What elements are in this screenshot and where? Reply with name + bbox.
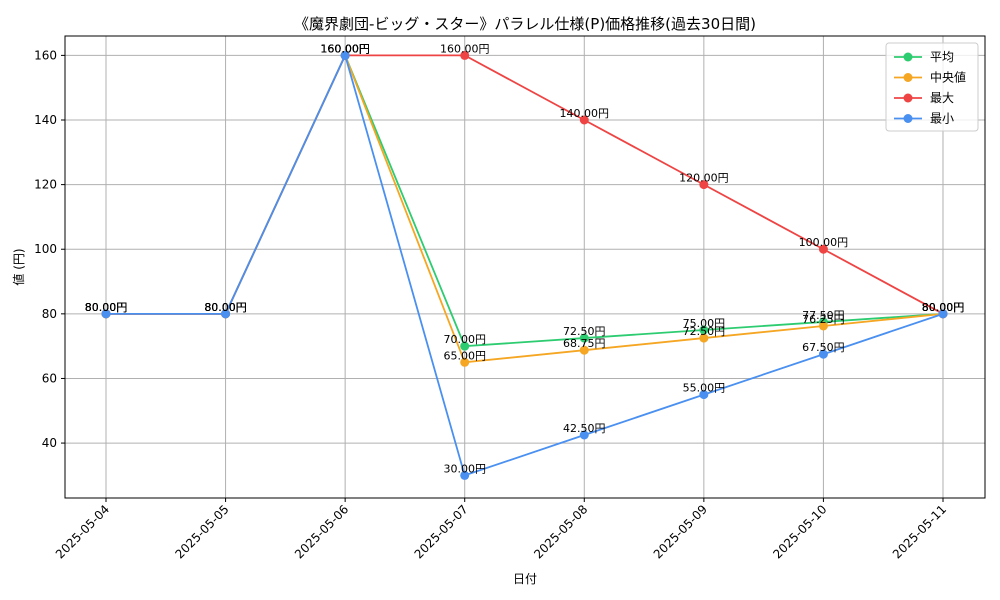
- data-label: 68.75円: [563, 337, 606, 350]
- x-tick-label: 2025-05-08: [531, 502, 590, 561]
- y-axis: 40 60 80 100 120 140 160: [34, 48, 65, 450]
- data-point: [101, 309, 111, 319]
- data-label: 160.00円: [320, 42, 370, 55]
- data-labels: 80.00円 80.00円160.00円70.00円72.50円75.00円77.…: [85, 42, 964, 475]
- series-group: [101, 50, 948, 480]
- data-label: 160.00円: [440, 42, 490, 55]
- legend-label: 最小: [930, 112, 954, 126]
- data-point: [340, 50, 350, 60]
- legend-item: 最小: [894, 112, 954, 126]
- legend-swatch-marker: [903, 114, 913, 123]
- data-label: 80.00円: [922, 301, 965, 314]
- data-point: [579, 115, 589, 125]
- y-tick-label: 60: [42, 371, 57, 385]
- data-label: 140.00円: [560, 107, 610, 120]
- y-tick-label: 40: [42, 436, 57, 450]
- data-label: 77.50円: [802, 309, 845, 322]
- data-label: 80.00円: [85, 301, 128, 314]
- chart-title: 《魔界劇団-ビッグ・スター》パラレル仕様(P)価格推移(過去30日間): [294, 15, 756, 33]
- x-tick-label: 2025-05-05: [172, 502, 231, 561]
- y-tick-label: 140: [34, 113, 57, 127]
- data-point: [699, 325, 709, 335]
- legend-swatch-marker: [903, 93, 913, 103]
- x-tick-label: 2025-05-06: [292, 502, 351, 561]
- legend-box: [885, 42, 979, 132]
- data-label: 120.00円: [679, 172, 729, 185]
- data-label: 80.00円: [922, 301, 965, 314]
- data-point: [221, 309, 231, 319]
- data-label: 65.00円: [443, 349, 486, 362]
- data-label: 80.00円: [85, 301, 128, 314]
- y-axis-label: 値 (円): [11, 248, 26, 285]
- series-line: [106, 52, 944, 477]
- y-tick-label: 80: [42, 307, 57, 321]
- data-point: [818, 349, 828, 359]
- x-tick-label: 2025-05-10: [770, 502, 829, 561]
- grid: [65, 36, 985, 498]
- y-tick-label: 120: [34, 178, 57, 192]
- data-point: [938, 309, 948, 319]
- data-label: 72.50円: [683, 325, 726, 338]
- data-point: [699, 180, 709, 190]
- data-label: 160.00円: [320, 42, 370, 55]
- data-point: [460, 341, 470, 351]
- x-axis: 2025-05-04 2025-05-05 2025-05-06 2025-05-07…: [53, 498, 949, 561]
- data-point: [818, 321, 828, 331]
- legend-swatch-marker: [903, 52, 913, 62]
- data-label: 80.00円: [204, 301, 247, 314]
- data-label: 55.00円: [683, 382, 726, 395]
- data-point: [579, 345, 589, 355]
- data-label: 160.00円: [320, 42, 370, 55]
- data-point: [460, 470, 470, 480]
- legend-label: 最大: [930, 91, 954, 105]
- legend-label: 中央値: [930, 70, 966, 85]
- data-label: 80.00円: [922, 301, 965, 314]
- data-label: 76.25円: [802, 313, 845, 326]
- x-tick-label: 2025-05-04: [53, 502, 112, 561]
- data-label: 42.50円: [563, 422, 606, 435]
- data-label: 67.50円: [802, 341, 845, 354]
- legend-label: 平均: [930, 50, 954, 64]
- y-tick-label: 100: [34, 242, 57, 256]
- data-label: 80.00円: [204, 301, 247, 314]
- data-label: 72.50円: [563, 325, 606, 338]
- data-label: 100.00円: [799, 236, 849, 249]
- data-label: 75.00円: [683, 317, 726, 330]
- data-label: 70.00円: [443, 333, 486, 346]
- series-最小: [101, 50, 948, 480]
- data-label: 80.00円: [204, 301, 247, 314]
- data-label: 30.00円: [443, 462, 486, 475]
- legend-item: 最大: [894, 91, 954, 105]
- x-tick-label: 2025-05-07: [412, 502, 471, 561]
- data-label: 80.00円: [85, 301, 128, 314]
- x-axis-label: 日付: [513, 572, 537, 586]
- data-label: 160.00円: [320, 42, 370, 55]
- x-tick-label: 2025-05-11: [890, 502, 949, 561]
- data-label: 80.00円: [85, 301, 128, 314]
- legend-item: 平均: [894, 50, 954, 64]
- data-point: [818, 244, 828, 254]
- legend-item: 中央値: [894, 70, 966, 85]
- plot-area-frame: [64, 35, 986, 499]
- legend-swatch-marker: [903, 73, 913, 82]
- data-point: [699, 390, 709, 400]
- data-point: [699, 333, 709, 343]
- data-label: 80.00円: [204, 301, 247, 314]
- data-label: 80.00円: [922, 301, 965, 314]
- data-point: [579, 333, 589, 343]
- data-point: [460, 357, 470, 367]
- y-tick-label: 160: [34, 48, 57, 62]
- data-point: [460, 50, 470, 60]
- x-tick-label: 2025-05-09: [651, 502, 710, 561]
- data-point: [579, 430, 589, 440]
